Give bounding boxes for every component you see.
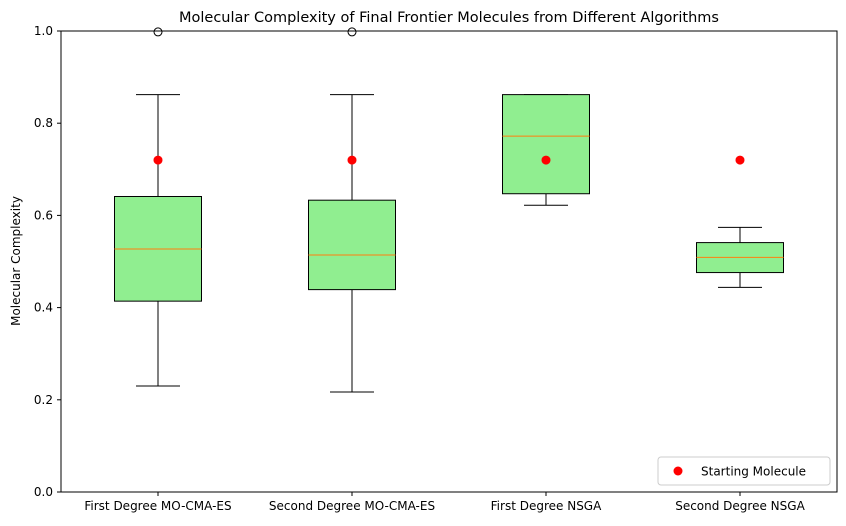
chart-title: Molecular Complexity of Final Frontier M… — [179, 10, 719, 26]
y-tick-label: 0.0 — [34, 485, 53, 499]
legend-box — [657, 456, 831, 486]
iqr-box — [502, 94, 590, 195]
y-tick-label: 1.0 — [34, 24, 53, 38]
y-tick-label: 0.6 — [34, 208, 53, 222]
starting-molecule-point — [541, 155, 551, 165]
starting-molecule-point — [153, 155, 163, 165]
x-tick-label: First Degree MO-CMA-ES — [84, 499, 231, 513]
x-tick-label: Second Degree NSGA — [675, 499, 805, 513]
plot-frame — [60, 30, 838, 493]
plot-area: 0.0 0.2 0.4 0.6 0.8 1.0 First Degree MO-CMA-ES… — [34, 24, 806, 513]
legend: Starting Molecule — [657, 456, 831, 486]
x-tick-label: First Degree NSGA — [491, 499, 602, 513]
starting-molecule-point — [347, 155, 357, 165]
legend-marker — [673, 466, 683, 476]
legend-label: Starting Molecule — [701, 465, 806, 479]
outlier-point — [347, 27, 357, 37]
y-tick-label: 0.4 — [34, 301, 53, 315]
y-tick-label: 0.8 — [34, 116, 53, 130]
y-tick-label: 0.2 — [34, 393, 53, 407]
iqr-box — [308, 199, 396, 291]
outlier-point — [153, 27, 163, 37]
starting-molecule-point — [735, 155, 745, 165]
x-tick-label: Second Degree MO-CMA-ES — [269, 499, 435, 513]
y-axis-label: Molecular Complexity — [9, 196, 23, 326]
